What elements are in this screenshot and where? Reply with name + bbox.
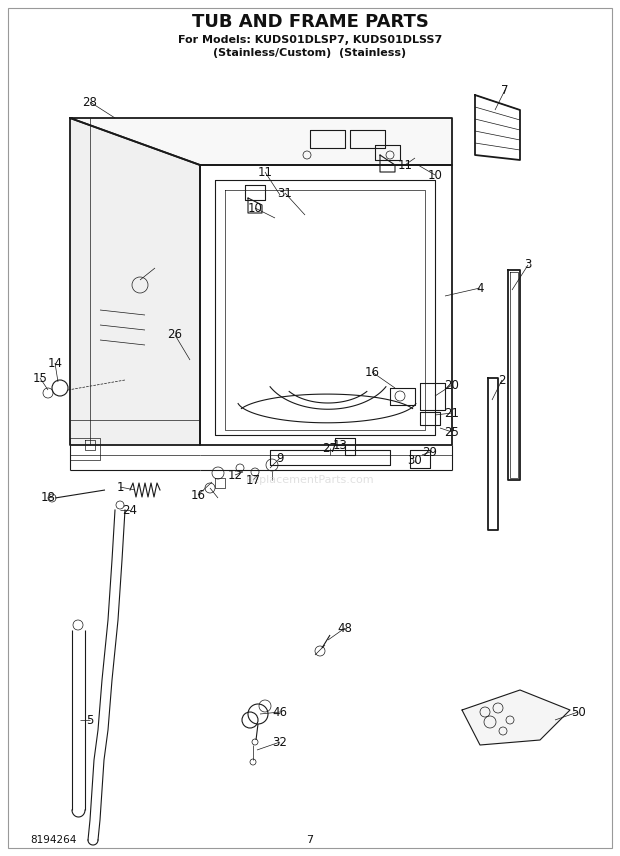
Text: ReplacementParts.com: ReplacementParts.com (246, 475, 374, 485)
Text: 3: 3 (525, 259, 532, 271)
Text: 13: 13 (332, 438, 347, 451)
Text: 2: 2 (498, 373, 506, 387)
Polygon shape (70, 118, 200, 445)
Text: 46: 46 (273, 705, 288, 718)
Text: 1: 1 (117, 480, 124, 494)
Text: 11: 11 (257, 165, 273, 179)
Polygon shape (462, 690, 570, 745)
Text: 4: 4 (476, 282, 484, 294)
Text: For Models: KUDS01DLSP7, KUDS01DLSS7: For Models: KUDS01DLSP7, KUDS01DLSS7 (178, 35, 442, 45)
Text: 14: 14 (48, 356, 63, 370)
Text: 10: 10 (428, 169, 443, 181)
Text: 7: 7 (501, 84, 509, 97)
Text: 48: 48 (337, 621, 352, 634)
Text: 30: 30 (407, 454, 422, 467)
Text: 7: 7 (306, 835, 314, 845)
Text: 11: 11 (397, 158, 412, 171)
Text: TUB AND FRAME PARTS: TUB AND FRAME PARTS (192, 13, 428, 31)
Text: 18: 18 (40, 490, 55, 503)
Text: 24: 24 (123, 503, 138, 516)
Text: 8194264: 8194264 (30, 835, 76, 845)
Text: 50: 50 (570, 705, 585, 718)
Text: 12: 12 (228, 468, 242, 482)
Text: 16: 16 (365, 366, 379, 378)
Text: 28: 28 (82, 96, 97, 109)
Text: 21: 21 (445, 407, 459, 419)
Text: 27: 27 (322, 442, 337, 455)
Text: 20: 20 (445, 378, 459, 391)
Text: 9: 9 (277, 451, 284, 465)
Text: 29: 29 (422, 445, 438, 459)
Text: 31: 31 (278, 187, 293, 199)
Polygon shape (70, 118, 452, 165)
Text: 32: 32 (273, 735, 288, 748)
Text: 26: 26 (167, 329, 182, 342)
Polygon shape (200, 165, 452, 445)
Text: 15: 15 (33, 372, 48, 384)
Text: (Stainless/Custom)  (Stainless): (Stainless/Custom) (Stainless) (213, 48, 407, 58)
Text: 5: 5 (86, 714, 94, 727)
Text: 10: 10 (247, 201, 262, 215)
Text: 17: 17 (246, 473, 260, 486)
Text: 25: 25 (445, 425, 459, 438)
Text: 16: 16 (190, 489, 205, 502)
